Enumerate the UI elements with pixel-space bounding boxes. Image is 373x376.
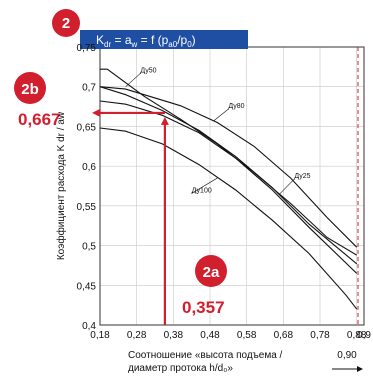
x-tick-label: 0,28 <box>127 330 147 341</box>
series-leader-line <box>213 108 229 122</box>
y-tick-label: 0,7 <box>82 83 96 94</box>
badge-y-marker-label: 2b <box>21 81 39 98</box>
series-label: Ду100 <box>192 187 212 194</box>
x-value-annotation: 0,357 <box>182 298 225 317</box>
badge-main <box>52 9 80 37</box>
series-label: Ду80 <box>228 103 244 110</box>
series-line <box>99 86 358 248</box>
x-axis-label-line1: Соотношение «высота подъема / <box>128 350 283 361</box>
y-axis-label: Коэффициент расхода K dr / aw <box>55 111 67 260</box>
y-tick-label: 0,45 <box>77 281 97 292</box>
x-tick-label: 0,38 <box>164 330 184 341</box>
header-band <box>80 30 248 49</box>
x-tick-label: 0,58 <box>237 330 257 341</box>
marker-group <box>92 47 359 325</box>
series-group <box>99 68 358 310</box>
series-leader-line <box>191 177 218 194</box>
series-line <box>99 127 358 310</box>
y-tick-label: 0,75 <box>77 43 97 54</box>
plot-area <box>100 47 364 325</box>
series-label: Ду50 <box>140 67 156 74</box>
series-leader-line <box>125 73 141 87</box>
series-label: Ду25 <box>294 173 310 180</box>
x-tick-label: 0,9 <box>357 330 371 341</box>
badge-x-marker-label: 2a <box>203 264 220 281</box>
x-tick-label: 0,88 <box>347 330 367 341</box>
y-tick-label: 0,65 <box>77 122 97 133</box>
y-tick-label: 0,4 <box>82 321 96 332</box>
badge-x-marker <box>195 255 227 287</box>
y-tick-label: 0,5 <box>82 242 96 253</box>
y-value-annotation: 0,667 <box>18 110 61 129</box>
extra-x-label: 0,90 <box>337 350 357 361</box>
series-leader-line <box>279 178 295 195</box>
badge-main-label: 2 <box>62 15 70 32</box>
badge-y-marker <box>14 72 46 104</box>
x-tick-label: 0,78 <box>310 330 330 341</box>
x-tick-label: 0,18 <box>90 330 110 341</box>
x-tick-label: 0,68 <box>274 330 294 341</box>
x-tick-label: 0,48 <box>200 330 220 341</box>
y-tick-labels: 0,4 0,45 0,5 0,55 0,6 0,65 0,7 0,75 <box>77 43 97 332</box>
series-line <box>99 100 358 274</box>
x-axis-label-line2: диаметр протока h/d₀» <box>128 363 233 374</box>
y-tick-label: 0,6 <box>82 162 96 173</box>
y-tick-label: 0,55 <box>77 202 97 213</box>
x-tick-labels: 0,18 0,28 0,38 0,48 0,58 0,68 0,78 0,880,9 <box>90 330 371 341</box>
series-line <box>99 86 358 265</box>
grid <box>99 46 364 326</box>
header-title: Kdr = aw = f (pa0/p0) <box>96 33 196 49</box>
series-labels: Ду50 Ду80 Ду25 Ду100 <box>125 67 311 195</box>
